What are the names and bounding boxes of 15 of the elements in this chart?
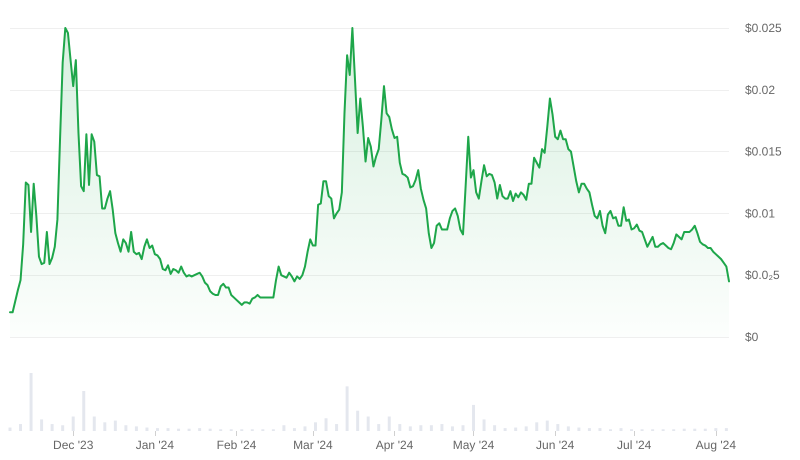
x-tick-label: Apr '24 xyxy=(376,438,414,452)
y-tick-label: $0.01 xyxy=(745,206,776,220)
x-tick-label: Jul '24 xyxy=(617,438,652,452)
y-tick-label: $0 xyxy=(745,330,759,344)
x-tick-label: Dec '23 xyxy=(53,438,94,452)
y-tick-label: $0.015 xyxy=(745,144,782,159)
y-tick-label: $0.0₂5 xyxy=(745,268,780,282)
x-tick-label: Jun '24 xyxy=(536,438,575,452)
x-tick-label: May '24 xyxy=(452,438,495,452)
x-tick-label: Mar '24 xyxy=(293,438,334,452)
x-tick-label: Aug '24 xyxy=(696,438,736,452)
x-tick-label: Feb '24 xyxy=(216,438,257,452)
y-tick-label: $0.02 xyxy=(745,82,776,97)
x-tick-label: Jan '24 xyxy=(136,438,174,452)
y-tick-label: $0.025 xyxy=(745,21,782,35)
